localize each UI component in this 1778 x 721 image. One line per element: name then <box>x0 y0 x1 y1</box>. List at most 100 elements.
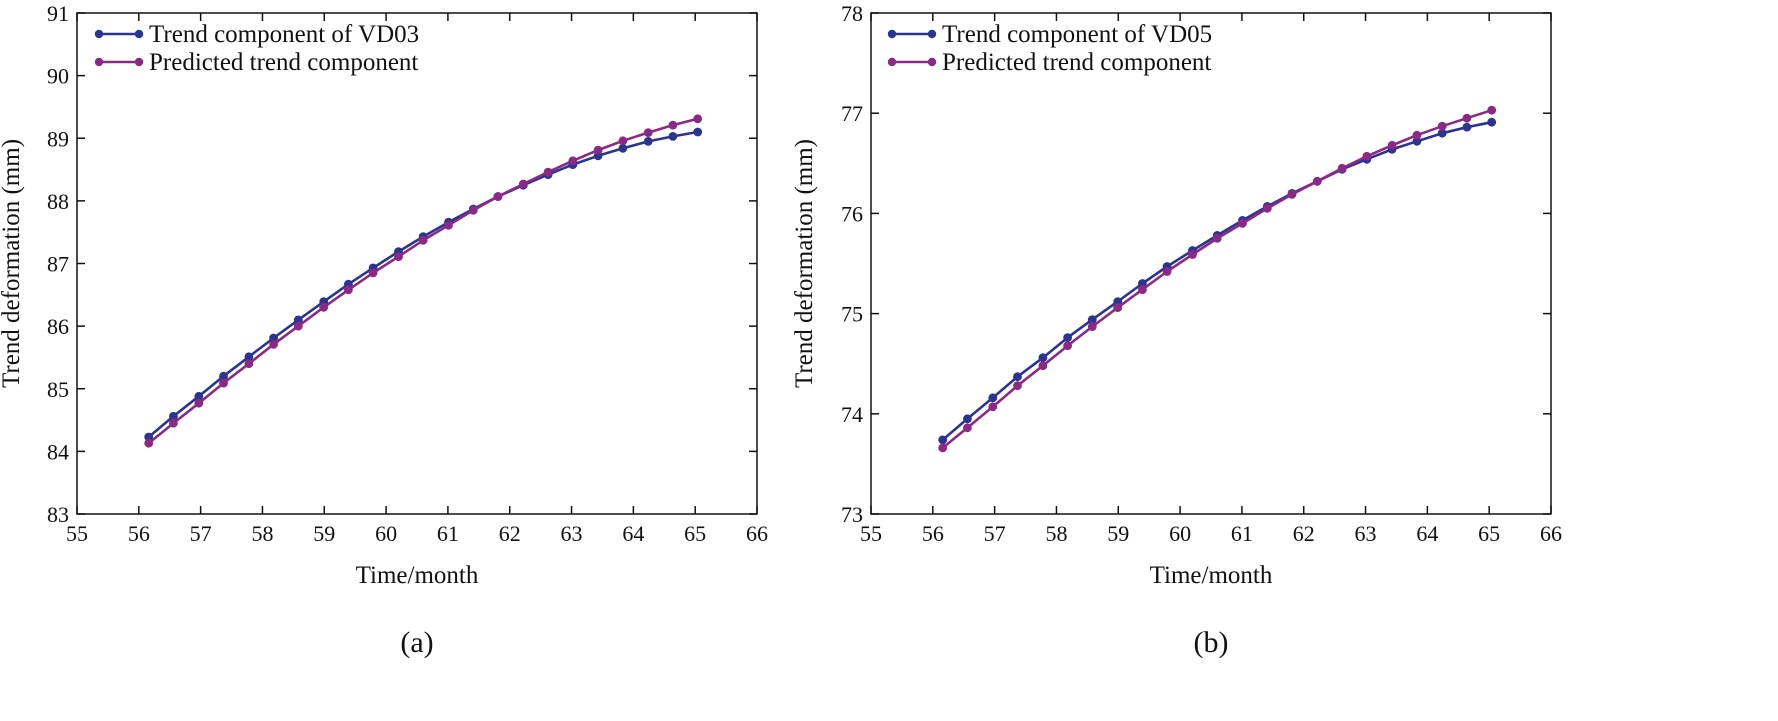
data-point <box>169 418 178 428</box>
y-axis-label: Trend deformation (mm) <box>791 139 818 388</box>
data-point <box>1487 105 1497 115</box>
data-point <box>1138 279 1147 288</box>
data-point <box>1437 121 1447 131</box>
data-point <box>1013 372 1022 382</box>
data-point <box>368 268 378 278</box>
data-point <box>1412 136 1422 146</box>
x-tick-label: 57 <box>984 521 1006 546</box>
data-point <box>1038 361 1048 371</box>
x-tick-label: 62 <box>499 521 521 546</box>
y-tick-label: 83 <box>47 502 69 527</box>
chart-panel-b: 55 56 57 58 59 60 61 62 63 64 65 66 73 74 75 76 77 78 Time… <box>791 1 1562 659</box>
legend-marker <box>927 29 937 39</box>
legend-marker <box>887 29 897 39</box>
data-point <box>244 352 254 362</box>
x-tick-label: 55 <box>66 521 88 546</box>
x-tick-label: 62 <box>1293 521 1315 546</box>
x-axis-label: Time/month <box>356 562 479 589</box>
data-point <box>269 339 278 349</box>
data-point <box>144 438 154 448</box>
y-tick-label: 84 <box>47 439 69 464</box>
data-point <box>219 378 228 388</box>
x-tick-label: 58 <box>1045 521 1067 546</box>
plot-area-frame <box>76 12 758 515</box>
panel-label: (a) <box>400 626 433 659</box>
data-point <box>1462 113 1472 123</box>
data-point <box>144 432 154 442</box>
data-point <box>1262 204 1272 213</box>
legend-label: Predicted trend component <box>942 49 1211 76</box>
x-tick-label: 57 <box>190 521 212 546</box>
data-point <box>668 120 678 130</box>
legend-marker <box>134 29 144 39</box>
legend-marker <box>887 57 897 67</box>
data-point <box>1113 303 1123 312</box>
data-point <box>269 333 278 343</box>
x-tick-label: 65 <box>684 521 706 546</box>
data-point <box>1312 176 1322 186</box>
data-point <box>1487 117 1497 127</box>
data-point <box>1063 341 1072 351</box>
data-point <box>1238 219 1247 228</box>
data-point <box>1162 267 1172 276</box>
data-point <box>1038 353 1048 363</box>
data-point <box>938 443 948 453</box>
x-tick-label: 56 <box>128 521 150 546</box>
data-point <box>668 132 678 141</box>
data-point <box>1337 163 1347 173</box>
data-point <box>244 359 254 369</box>
data-point <box>1063 333 1072 342</box>
series-line <box>147 130 698 438</box>
data-point <box>293 321 303 331</box>
data-point <box>643 128 653 138</box>
y-tick-label: 74 <box>841 402 863 427</box>
data-point <box>1087 322 1097 331</box>
y-tick-label: 76 <box>841 201 863 226</box>
x-tick-label: 64 <box>1416 521 1438 546</box>
y-tick-label: 77 <box>841 101 863 126</box>
data-point <box>1387 140 1397 150</box>
series-line <box>147 117 699 445</box>
y-tick-label: 88 <box>47 189 69 214</box>
x-tick-label: 60 <box>375 521 397 546</box>
data-point <box>693 114 703 124</box>
plot-area-frame <box>870 12 1552 515</box>
legend-marker <box>927 57 937 67</box>
data-point <box>963 423 972 433</box>
legend-marker <box>94 57 104 67</box>
data-point <box>963 414 972 424</box>
x-tick-label: 56 <box>922 521 944 546</box>
y-tick-label: 73 <box>841 502 863 527</box>
data-point <box>543 167 553 177</box>
data-point <box>293 315 303 325</box>
data-point <box>1087 315 1097 324</box>
x-tick-label: 66 <box>746 521 768 546</box>
data-point <box>693 127 703 137</box>
data-point <box>394 252 403 261</box>
data-point <box>1287 190 1297 199</box>
data-point <box>444 220 453 230</box>
x-tick-label: 61 <box>1231 521 1253 546</box>
data-point <box>1188 250 1197 259</box>
x-tick-label: 64 <box>622 521 644 546</box>
x-tick-label: 59 <box>1107 521 1129 546</box>
series-actual-trend <box>938 117 1497 445</box>
data-point <box>593 145 603 155</box>
series-predicted-trend <box>938 105 1497 453</box>
data-point <box>1013 381 1022 391</box>
data-point <box>194 398 204 408</box>
x-tick-label: 65 <box>1478 521 1500 546</box>
data-point <box>988 402 998 412</box>
legend-marker <box>94 29 104 39</box>
y-axis-label: Trend deformation (mm) <box>0 139 25 388</box>
x-tick-label: 63 <box>1355 521 1377 546</box>
data-point <box>418 235 428 245</box>
data-point <box>344 285 353 295</box>
legend-label: Trend component of VD05 <box>942 21 1212 48</box>
x-tick-label: 66 <box>1540 521 1562 546</box>
y-tick-label: 89 <box>47 126 69 151</box>
data-point <box>1212 234 1222 243</box>
x-tick-label: 60 <box>1169 521 1191 546</box>
legend-marker <box>134 57 144 67</box>
series-line <box>941 120 1492 441</box>
